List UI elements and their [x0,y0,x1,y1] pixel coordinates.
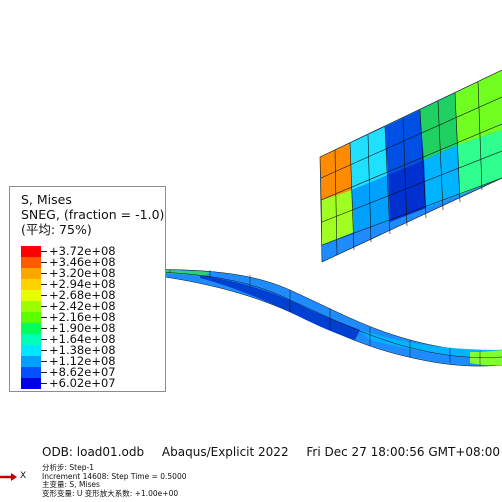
legend-value: +3.72e+08 [49,244,116,258]
legend-swatch [21,334,41,345]
legend-tick [41,306,47,307]
axis-triad [0,473,17,481]
legend-swatch [21,356,41,367]
legend-tick [41,251,47,252]
legend-swatch [21,279,41,290]
legend-value: +2.94e+08 [49,277,116,291]
legend-tick [41,284,47,285]
x-axis-label: X [20,471,27,481]
legend-swatch [21,345,41,356]
legend-swatch [21,367,41,378]
step-name: 分析步: Step-1 [42,463,94,472]
legend-value: +2.68e+08 [49,288,116,302]
legend-value: +1.64e+08 [49,332,116,346]
legend-swatch [21,246,41,257]
legend-swatch [21,268,41,279]
vertical-plate [319,69,502,263]
legend-averaging: (平均: 75%) [21,222,92,237]
timestamp: Fri Dec 27 18:00:56 GMT+08:00 202 [306,445,502,459]
legend-swatch [21,323,41,334]
legend-value: +3.46e+08 [49,255,116,269]
legend-tick [41,383,47,384]
legend-subtitle: SNEG, (fraction = -1.0) [21,207,165,222]
legend-value: +3.20e+08 [49,266,116,280]
step-status: 分析步: Step-1 Increment 14608: Step Time =… [42,463,187,498]
solver-version: Abaqus/Explicit 2022 [161,445,289,459]
legend-swatch [21,290,41,301]
deformed-variable: 变形变量: U 变形放大系数: +1.00e+00 [42,488,179,498]
legend-swatch [21,301,41,312]
odb-info-line: ODB: load01.odb Abaqus/Explicit 2022 Fri… [42,445,502,459]
legend-swatch [21,378,41,389]
contour-legend: S, Mises SNEG, (fraction = -1.0) (平均: 75… [9,186,166,392]
legend-tick [41,361,47,362]
legend-tick [41,317,47,318]
legend-tick [41,295,47,296]
legend-value: +2.42e+08 [49,299,116,313]
increment-info: Increment 14608: Step Time = 0.5000 [42,471,187,481]
odb-name: ODB: load01.odb [42,445,145,459]
legend-tick [41,273,47,274]
legend-value: +8.62e+07 [49,365,116,379]
legend-swatch [21,312,41,323]
legend-value: +1.38e+08 [49,343,116,357]
legend-swatch [21,257,41,268]
primary-variable: 主变量: S, Mises [42,480,100,489]
legend-tick [41,339,47,340]
legend-value: +6.02e+07 [49,376,116,390]
legend-value: +1.12e+08 [49,354,116,368]
deformed-strip [126,269,502,367]
legend-title: S, Mises [21,192,72,207]
legend-tick [41,350,47,351]
legend-value: +2.16e+08 [49,310,116,324]
legend-tick [41,328,47,329]
legend-value: +1.90e+08 [49,321,116,335]
legend-tick [41,262,47,263]
legend-tick [41,372,47,373]
